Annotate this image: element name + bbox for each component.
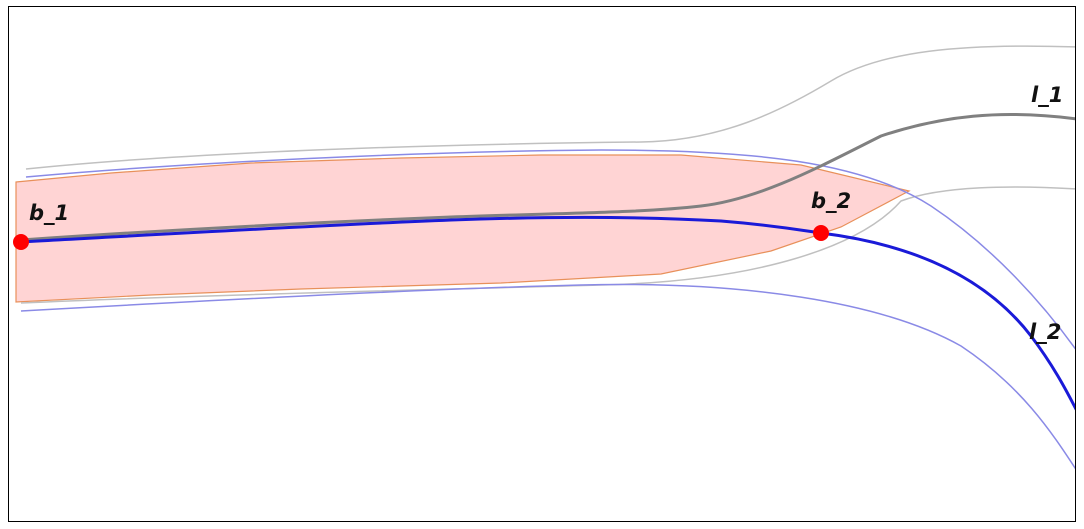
label-b1: b_1 [29,201,69,225]
buffer-region [15,154,911,303]
label-l2: l_2 [1029,320,1061,344]
point-b2 [813,225,829,241]
diagram-canvas: b_1 b_2 l_1 l_2 [13,45,1075,470]
road-l1-lower-edge [20,186,1075,304]
label-b2: b_2 [811,189,851,213]
road-l2-centerline [20,215,1075,411]
road-l1-upper-edge [25,45,1075,170]
point-b1 [13,234,29,250]
road-l1-centerline [20,113,1075,242]
diagram-frame: b_1 b_2 l_1 l_2 [8,6,1076,522]
label-l1: l_1 [1031,83,1063,107]
road-l2-upper-edge [25,149,1075,350]
road-l2-lower-edge [20,283,1075,470]
